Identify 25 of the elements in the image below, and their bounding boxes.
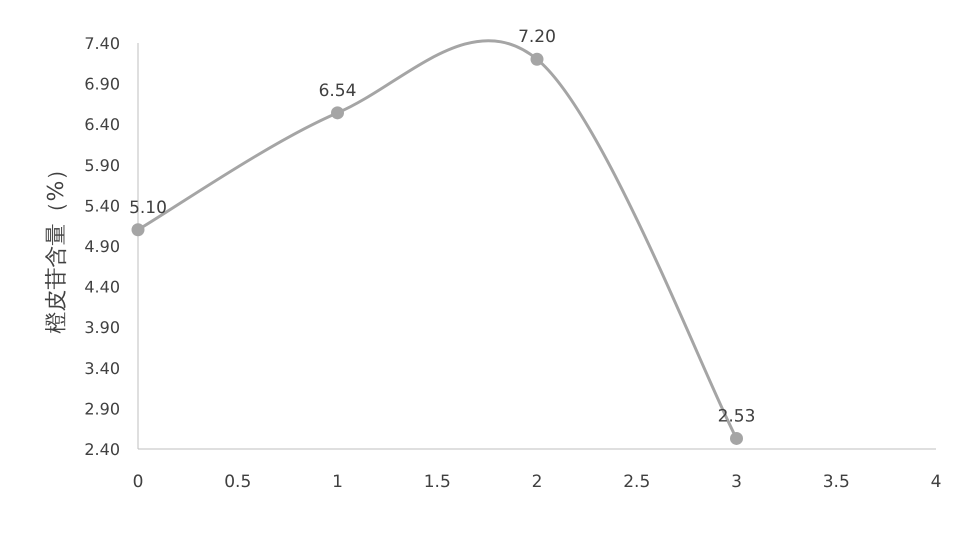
data-label: 5.10 [129, 198, 167, 218]
y-tick-label: 5.90 [84, 156, 120, 175]
y-tick-label: 4.40 [84, 278, 120, 297]
x-tick-label: 2.5 [623, 472, 650, 492]
y-tick-label: 6.40 [84, 115, 120, 134]
x-tick-label: 3.5 [822, 472, 850, 492]
x-tick-label: 3 [731, 472, 742, 492]
y-tick-label: 5.40 [84, 196, 120, 216]
data-label: 2.53 [718, 406, 756, 426]
y-tick-label: 3.90 [84, 318, 120, 338]
y-tick-label: 7.40 [84, 34, 120, 53]
y-tick-label: 2.40 [84, 440, 120, 459]
y-tick-label: 6.90 [84, 74, 120, 94]
x-tick-label: 1 [332, 472, 343, 492]
y-tick-label: 2.90 [84, 399, 120, 418]
x-tick-label: 4 [930, 472, 942, 492]
y-tick-label: 4.90 [84, 237, 120, 256]
x-tick-label: 2 [532, 472, 542, 492]
y-tick-label: 3.40 [84, 358, 120, 378]
data-label: 6.54 [318, 80, 356, 101]
y-axis-title: 橙皮苷含量（%） [44, 158, 69, 334]
x-tick-label: 1.5 [424, 472, 451, 492]
x-tick-label: 0 [132, 472, 144, 492]
x-tick-label: 0.5 [224, 472, 252, 492]
data-label: 7.20 [518, 27, 556, 48]
